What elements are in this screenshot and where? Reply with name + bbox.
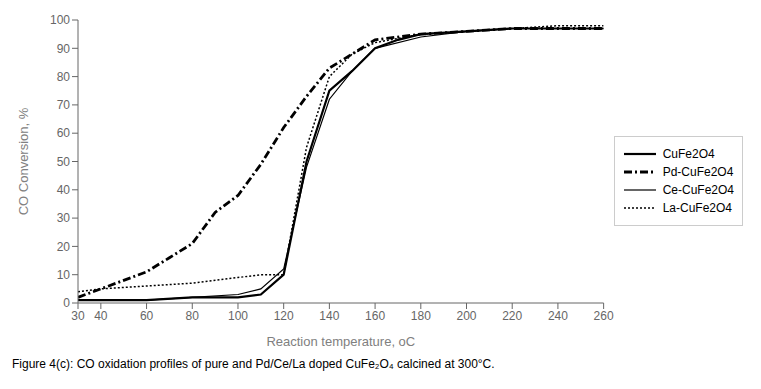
svg-text:140: 140 <box>319 309 339 323</box>
svg-text:40: 40 <box>57 183 71 197</box>
svg-text:90: 90 <box>57 42 71 56</box>
svg-text:80: 80 <box>186 309 200 323</box>
svg-text:10: 10 <box>57 268 71 282</box>
svg-text:100: 100 <box>50 13 70 27</box>
svg-text:0: 0 <box>63 296 70 310</box>
svg-text:30: 30 <box>71 309 85 323</box>
svg-text:70: 70 <box>57 98 71 112</box>
svg-text:100: 100 <box>228 309 248 323</box>
svg-text:60: 60 <box>57 126 71 140</box>
svg-text:160: 160 <box>365 309 385 323</box>
svg-text:180: 180 <box>411 309 431 323</box>
svg-text:80: 80 <box>57 70 71 84</box>
svg-text:260: 260 <box>594 309 614 323</box>
svg-text:30: 30 <box>57 211 71 225</box>
svg-text:240: 240 <box>548 309 568 323</box>
html-text:CuFe2O4: CuFe2O4 <box>662 146 715 161</box>
svg-text:120: 120 <box>274 309 294 323</box>
html-text:La-CuFe2O4: La-CuFe2O4 <box>662 200 732 215</box>
svg-text:60: 60 <box>140 309 154 323</box>
svg-text:200: 200 <box>456 309 476 323</box>
svg-text:50: 50 <box>57 155 71 169</box>
svg-text:Reaction temperature, oC: Reaction temperature, oC <box>266 334 415 349</box>
html-text:Figure 4(c): CO oxidation prof: Figure 4(c): CO oxidation profiles of pu… <box>12 357 495 371</box>
svg-text:220: 220 <box>502 309 522 323</box>
html-text:Pd-CuFe2O4: Pd-CuFe2O4 <box>662 164 734 179</box>
svg-text:20: 20 <box>57 240 71 254</box>
html-text:Ce-CuFe2O4: Ce-CuFe2O4 <box>662 182 734 197</box>
svg-text:40: 40 <box>94 309 108 323</box>
svg-text:CO Conversion, %: CO Conversion, % <box>16 107 31 215</box>
